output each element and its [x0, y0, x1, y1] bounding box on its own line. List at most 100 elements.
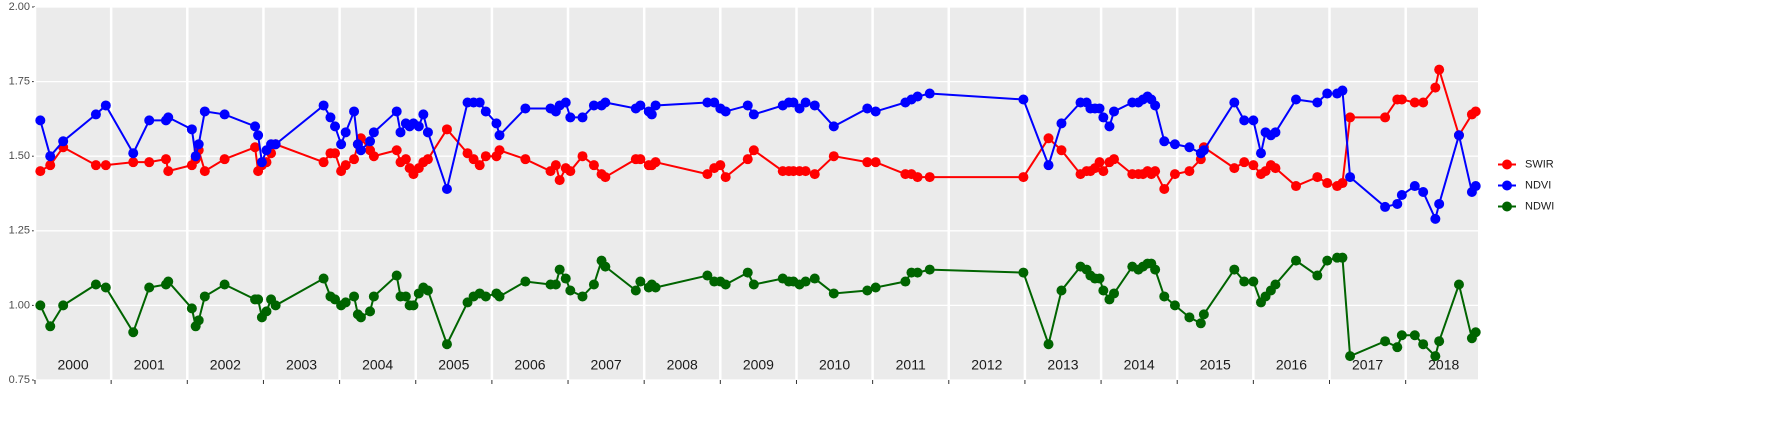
x-tick-label: 2014: [1124, 357, 1155, 373]
point: [1150, 100, 1161, 111]
point: [1434, 336, 1445, 347]
point: [1248, 160, 1259, 171]
point: [160, 154, 171, 165]
x-tick-label: 2002: [210, 357, 241, 373]
point: [702, 169, 713, 180]
point: [809, 273, 820, 284]
point: [422, 285, 433, 296]
point: [646, 109, 657, 120]
point: [520, 276, 531, 287]
point: [800, 166, 811, 177]
point: [742, 100, 753, 111]
point: [365, 136, 376, 147]
point: [1248, 115, 1259, 126]
point: [809, 169, 820, 180]
point: [1169, 139, 1180, 150]
point: [748, 279, 759, 290]
point: [1470, 327, 1481, 338]
point: [163, 276, 174, 287]
point: [349, 291, 360, 302]
point: [1248, 276, 1259, 287]
point: [100, 160, 111, 171]
point: [1109, 106, 1120, 117]
point: [577, 151, 588, 162]
point: [1409, 330, 1420, 341]
point: [650, 282, 661, 293]
point: [1239, 157, 1250, 168]
point: [1453, 130, 1464, 141]
point: [635, 276, 646, 287]
point: [550, 160, 561, 171]
point: [494, 145, 505, 156]
point: [1337, 252, 1348, 263]
point: [35, 166, 46, 177]
point: [1229, 163, 1240, 174]
legend-label: NDWI: [1525, 200, 1554, 212]
point: [1159, 184, 1170, 195]
point: [748, 145, 759, 156]
point: [1056, 145, 1067, 156]
y-tick-label: 1.75: [9, 76, 30, 88]
point: [588, 279, 599, 290]
point: [1198, 145, 1209, 156]
point: [1159, 136, 1170, 147]
point: [1109, 154, 1120, 165]
point: [199, 166, 210, 177]
point: [474, 160, 485, 171]
point: [1434, 198, 1445, 209]
point: [100, 100, 111, 111]
point: [1430, 213, 1441, 224]
point: [912, 91, 923, 102]
point: [1094, 103, 1105, 114]
point: [912, 267, 923, 278]
point: [1018, 267, 1029, 278]
point: [1150, 166, 1161, 177]
point: [494, 291, 505, 302]
point: [1098, 285, 1109, 296]
point: [870, 106, 881, 117]
point: [128, 148, 139, 159]
point: [413, 121, 424, 132]
x-tick-label: 2011: [896, 357, 926, 373]
point: [400, 291, 411, 302]
point: [340, 160, 351, 171]
point: [1409, 181, 1420, 192]
point: [1337, 85, 1348, 96]
point: [45, 151, 56, 162]
point: [422, 127, 433, 138]
point: [862, 103, 873, 114]
point: [1018, 94, 1029, 105]
point: [340, 127, 351, 138]
point: [100, 282, 111, 293]
point: [270, 139, 281, 150]
point: [193, 315, 204, 326]
point: [1018, 172, 1029, 183]
point: [1094, 273, 1105, 284]
y-tick-label: 2.00: [9, 1, 30, 13]
point: [1255, 148, 1266, 159]
y-tick-label: 0.75: [9, 374, 30, 386]
point: [199, 106, 210, 117]
x-tick-label: 2006: [514, 357, 545, 373]
point: [480, 291, 491, 302]
point: [199, 291, 210, 302]
point: [270, 300, 281, 311]
point: [336, 139, 347, 150]
point: [1322, 255, 1333, 266]
point: [1184, 142, 1195, 153]
point: [862, 157, 873, 168]
point: [809, 100, 820, 111]
panel: [35, 7, 1478, 380]
point: [800, 276, 811, 287]
point: [330, 148, 341, 159]
point: [253, 130, 264, 141]
point: [1291, 255, 1302, 266]
point: [565, 112, 576, 123]
point: [1434, 64, 1445, 75]
point: [391, 106, 402, 117]
point: [193, 139, 204, 150]
point: [828, 151, 839, 162]
point: [1322, 88, 1333, 99]
point: [1409, 97, 1420, 108]
